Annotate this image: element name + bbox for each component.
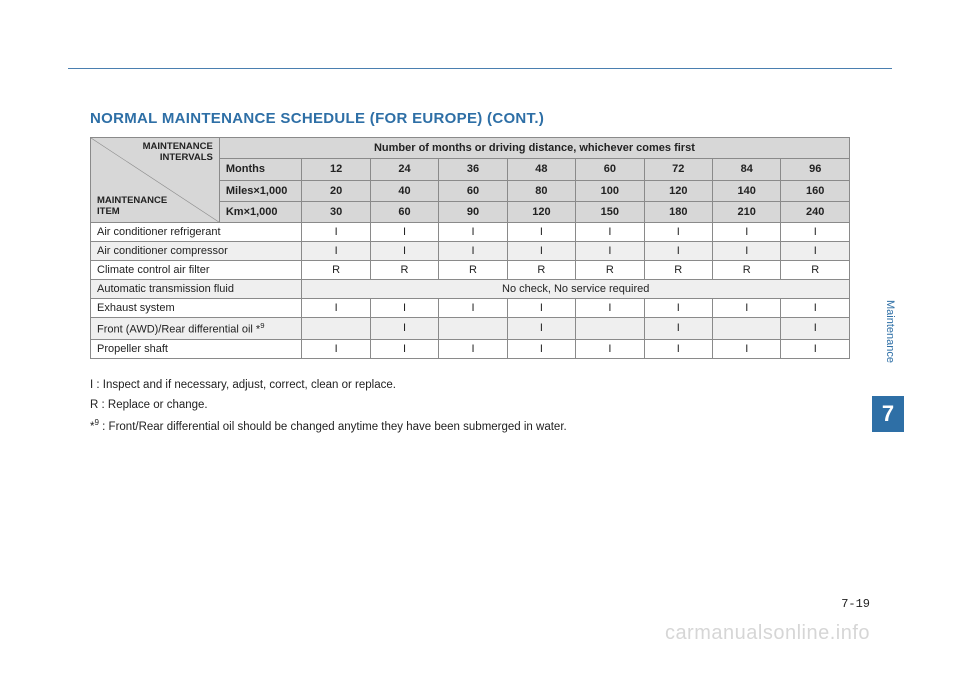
item-cell: I	[370, 242, 438, 261]
interval-value: 84	[713, 159, 781, 180]
interval-value: 120	[507, 201, 575, 222]
watermark: carmanualsonline.info	[665, 622, 870, 645]
item-cell: I	[302, 223, 370, 242]
item-cell: I	[439, 339, 507, 358]
item-cell: I	[713, 339, 781, 358]
item-cell: I	[507, 299, 575, 318]
item-cell: I	[439, 242, 507, 261]
interval-value: 48	[507, 159, 575, 180]
interval-value: 240	[781, 201, 850, 222]
interval-value: 140	[713, 180, 781, 201]
interval-label: Months	[219, 159, 302, 180]
item-cell: I	[644, 339, 712, 358]
item-cell: I	[781, 299, 850, 318]
item-cell: I	[370, 223, 438, 242]
interval-label: Km×1,000	[219, 201, 302, 222]
interval-value: 24	[370, 159, 438, 180]
item-cell: R	[576, 261, 644, 280]
item-cell: R	[713, 261, 781, 280]
interval-value: 80	[507, 180, 575, 201]
item-cell: I	[576, 223, 644, 242]
item-label: Exhaust system	[91, 299, 302, 318]
interval-value: 72	[644, 159, 712, 180]
item-cell: I	[576, 339, 644, 358]
note-fn9: *9 : Front/Rear differential oil should …	[90, 416, 850, 438]
item-cell: I	[370, 339, 438, 358]
item-cell: I	[713, 223, 781, 242]
interval-value: 90	[439, 201, 507, 222]
item-cell: I	[302, 242, 370, 261]
item-cell: R	[302, 261, 370, 280]
note-i: I : Inspect and if necessary, adjust, co…	[90, 375, 850, 396]
notes: I : Inspect and if necessary, adjust, co…	[90, 375, 850, 438]
side-label: Maintenance	[884, 300, 896, 363]
item-cell: R	[370, 261, 438, 280]
item-label: Automatic transmission fluid	[91, 280, 302, 299]
item-cell: R	[439, 261, 507, 280]
item-cell: I	[781, 223, 850, 242]
item-cell: I	[507, 223, 575, 242]
interval-value: 120	[644, 180, 712, 201]
corner-cell: MAINTENANCEINTERVALSMAINTENANCEITEM	[91, 138, 220, 223]
item-cell	[576, 318, 644, 340]
interval-value: 100	[576, 180, 644, 201]
item-label: Air conditioner compressor	[91, 242, 302, 261]
item-label: Propeller shaft	[91, 339, 302, 358]
item-cell: R	[644, 261, 712, 280]
interval-value: 60	[439, 180, 507, 201]
item-cell: I	[644, 318, 712, 340]
page-title: NORMAL MAINTENANCE SCHEDULE (FOR EUROPE)…	[90, 110, 850, 127]
item-cell	[713, 318, 781, 340]
maintenance-table: MAINTENANCEINTERVALSMAINTENANCEITEMNumbe…	[90, 137, 850, 359]
item-cell: I	[781, 339, 850, 358]
item-cell	[302, 318, 370, 340]
item-cell: I	[507, 242, 575, 261]
item-cell: I	[370, 299, 438, 318]
item-cell: I	[644, 299, 712, 318]
item-cell: I	[781, 242, 850, 261]
interval-label: Miles×1,000	[219, 180, 302, 201]
item-cell: R	[781, 261, 850, 280]
page-number: 7-19	[841, 597, 870, 611]
item-cell: I	[370, 318, 438, 340]
interval-value: 150	[576, 201, 644, 222]
item-cell: I	[302, 339, 370, 358]
interval-value: 60	[576, 159, 644, 180]
item-cell: I	[644, 223, 712, 242]
item-label: Front (AWD)/Rear differential oil *9	[91, 318, 302, 340]
item-cell: I	[439, 223, 507, 242]
page-content: NORMAL MAINTENANCE SCHEDULE (FOR EUROPE)…	[90, 110, 850, 438]
interval-value: 60	[370, 201, 438, 222]
interval-value: 20	[302, 180, 370, 201]
note-r: R : Replace or change.	[90, 395, 850, 416]
item-cell: I	[576, 299, 644, 318]
interval-value: 40	[370, 180, 438, 201]
item-span-cell: No check, No service required	[302, 280, 850, 299]
interval-value: 12	[302, 159, 370, 180]
item-cell	[439, 318, 507, 340]
item-cell: I	[576, 242, 644, 261]
item-cell: I	[644, 242, 712, 261]
item-cell: I	[302, 299, 370, 318]
top-rule	[68, 68, 892, 69]
interval-value: 180	[644, 201, 712, 222]
interval-value: 30	[302, 201, 370, 222]
interval-value: 36	[439, 159, 507, 180]
item-cell: I	[713, 299, 781, 318]
item-cell: I	[507, 318, 575, 340]
item-cell: I	[439, 299, 507, 318]
item-cell: I	[781, 318, 850, 340]
item-cell: R	[507, 261, 575, 280]
item-cell: I	[507, 339, 575, 358]
item-cell: I	[713, 242, 781, 261]
item-label: Climate control air filter	[91, 261, 302, 280]
chapter-box: 7	[872, 396, 904, 432]
interval-value: 96	[781, 159, 850, 180]
item-label: Air conditioner refrigerant	[91, 223, 302, 242]
interval-value: 210	[713, 201, 781, 222]
interval-value: 160	[781, 180, 850, 201]
header-span: Number of months or driving distance, wh…	[219, 138, 849, 159]
